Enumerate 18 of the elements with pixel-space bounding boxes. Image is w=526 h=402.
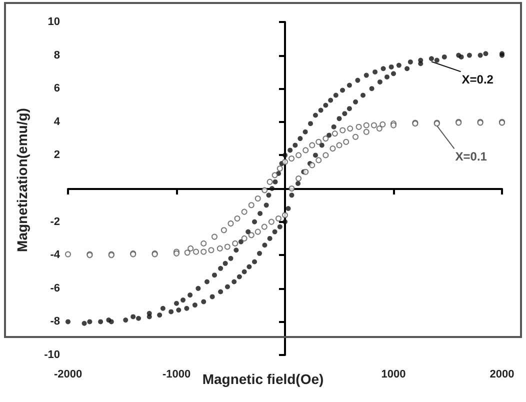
x-tick-label: 1000 <box>381 368 406 380</box>
y-tick-label: -8 <box>50 316 60 328</box>
y-tick-label: -6 <box>50 282 60 294</box>
x-tick-label: -1000 <box>162 368 191 380</box>
y-tick-label: 6 <box>54 82 60 95</box>
y-tick-label: -10 <box>44 349 60 361</box>
y-tick-label: 8 <box>54 49 60 62</box>
x-tick-label: -2000 <box>54 368 82 380</box>
y-tick-label: -2 <box>50 216 60 228</box>
y-axis-title: Magnetization(emu/g) <box>14 108 30 252</box>
x-axis-title: Magnetic field(Oe) <box>202 371 324 387</box>
y-tick-label: 2 <box>54 149 60 162</box>
x-tick-label: 2000 <box>490 368 514 380</box>
y-tick-label: -4 <box>50 249 61 262</box>
series-label: X=0.2 <box>462 72 494 87</box>
legend-label: X=0.1 <box>455 150 488 164</box>
y-tick-label: 4 <box>54 116 61 128</box>
y-tick-label: 10 <box>48 16 60 28</box>
